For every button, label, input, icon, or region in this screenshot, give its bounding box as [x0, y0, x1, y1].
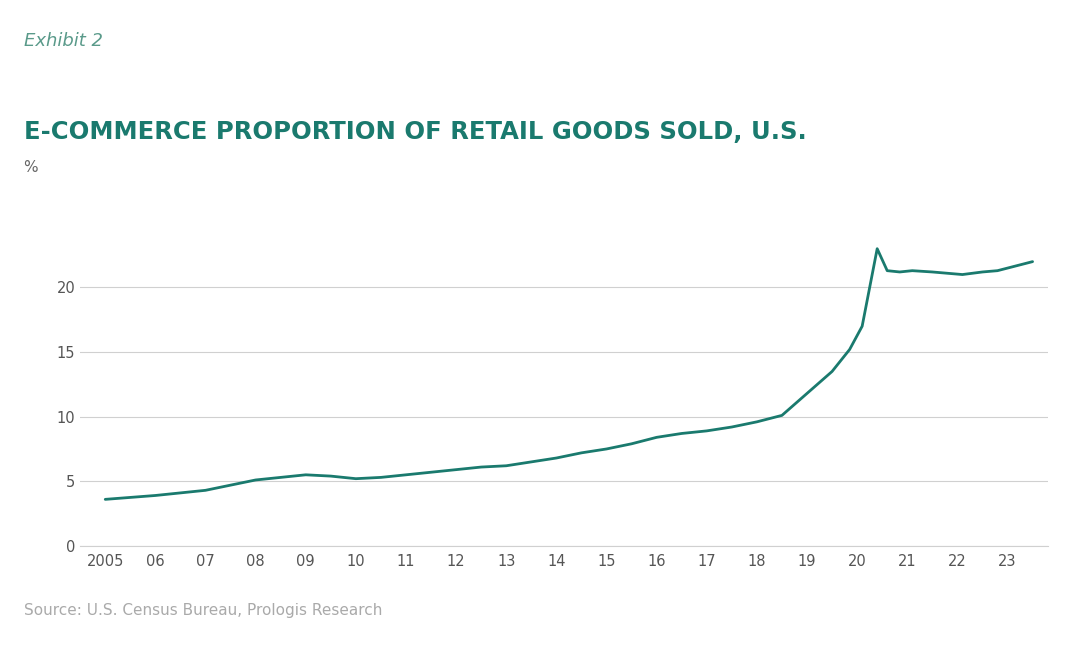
Text: Source: U.S. Census Bureau, Prologis Research: Source: U.S. Census Bureau, Prologis Res…: [24, 603, 382, 618]
Text: Exhibit 2: Exhibit 2: [24, 32, 103, 50]
Text: %: %: [24, 160, 38, 176]
Text: E-COMMERCE PROPORTION OF RETAIL GOODS SOLD, U.S.: E-COMMERCE PROPORTION OF RETAIL GOODS SO…: [24, 120, 806, 145]
